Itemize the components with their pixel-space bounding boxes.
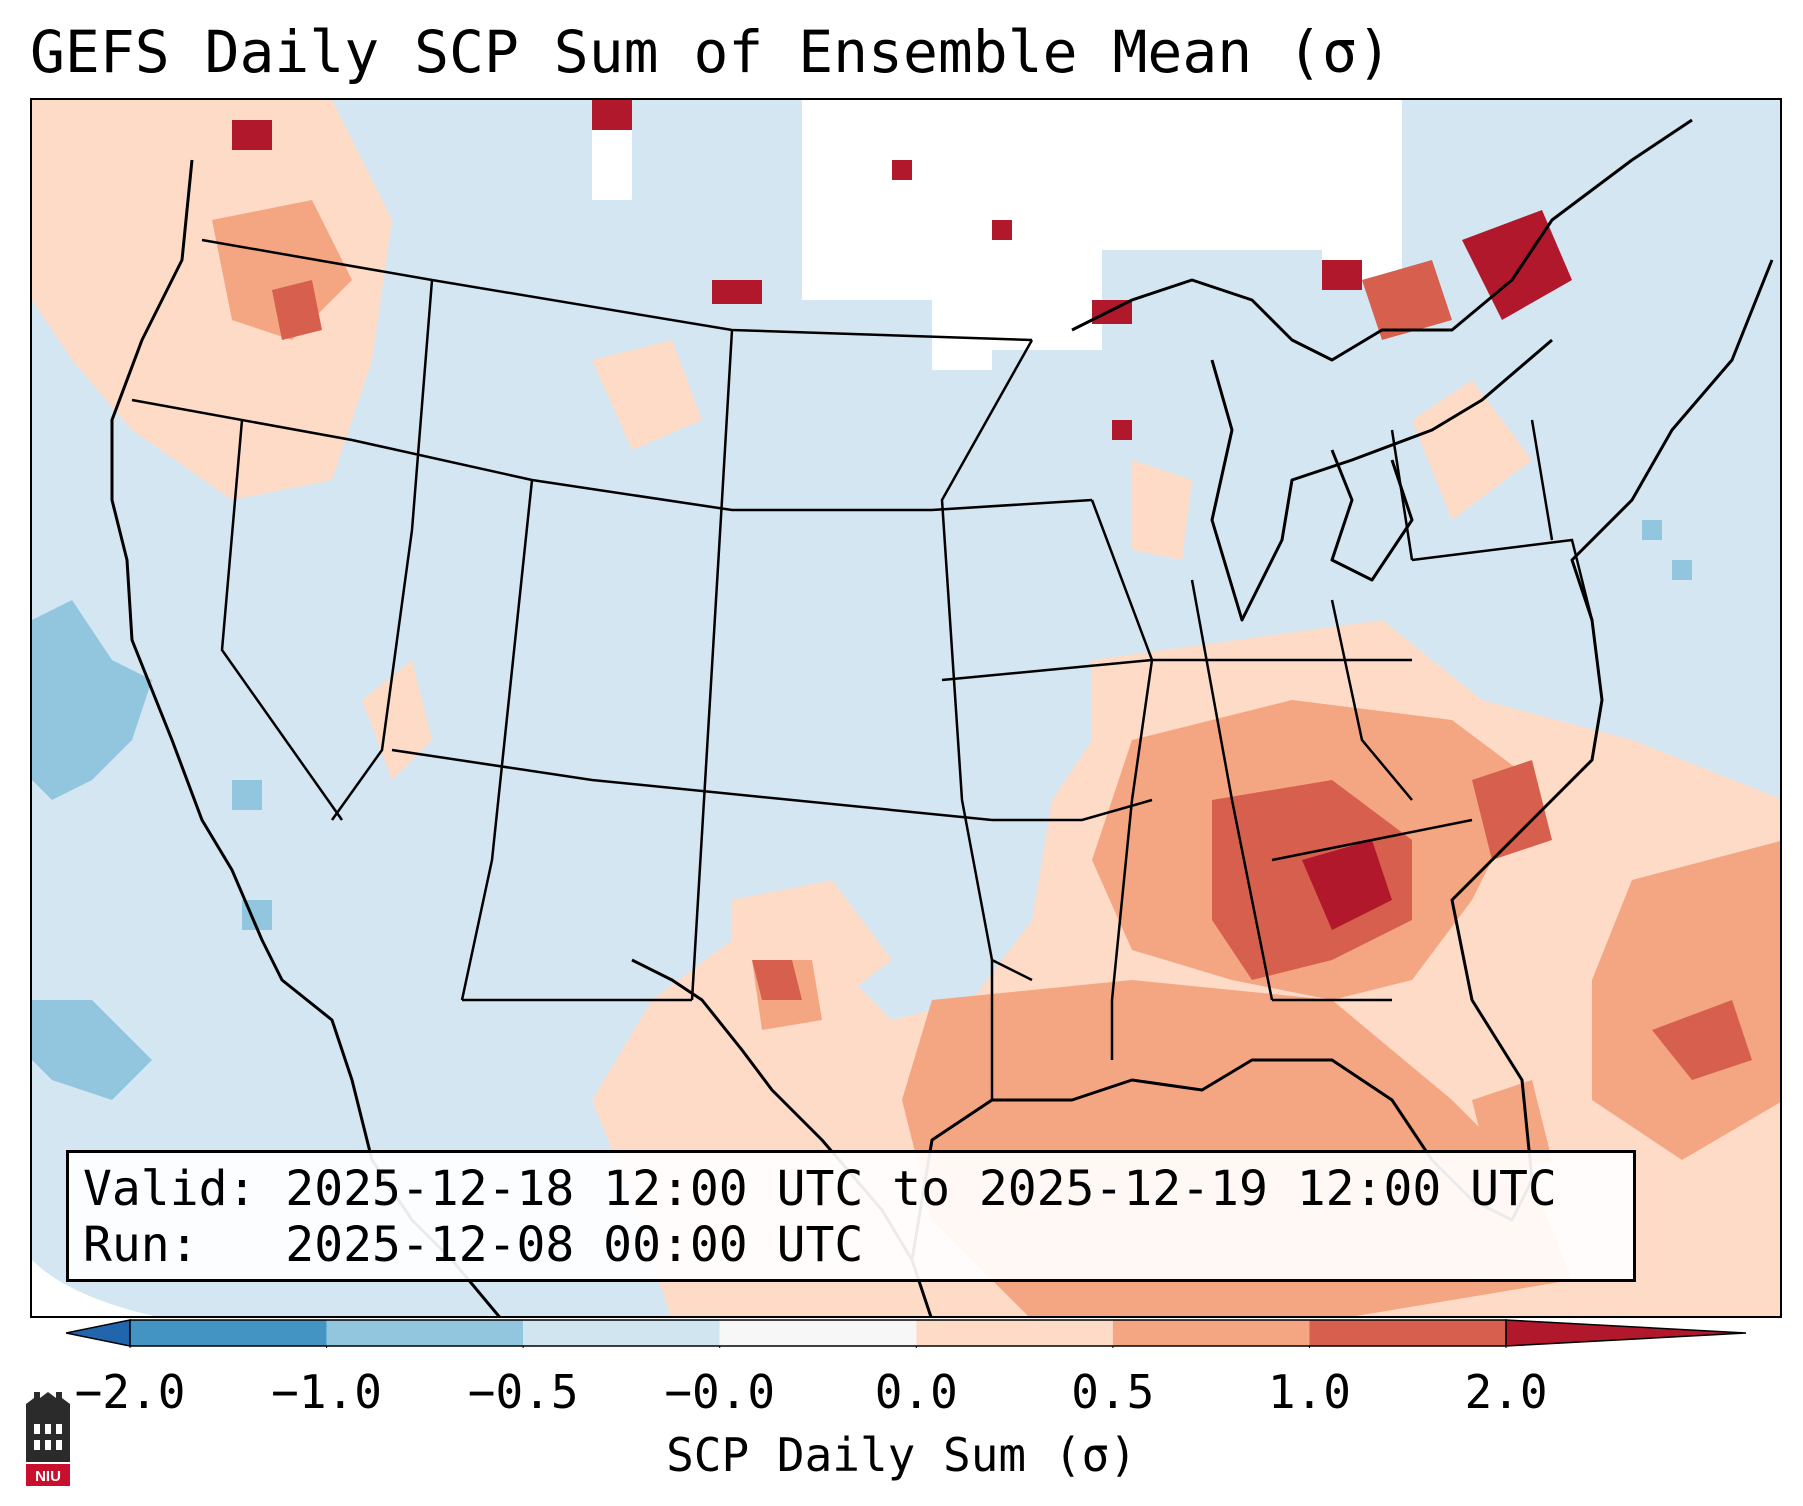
negative-anomaly-medium: [32, 520, 1692, 1100]
colorbar-segment: [916, 1320, 1113, 1346]
colorbar-segment: [326, 1320, 524, 1346]
colorbar-tick-label: −1.0: [271, 1365, 382, 1419]
colorbar-tick-label: 1.0: [1267, 1365, 1351, 1419]
colorbar-tick-label: 0.0: [874, 1365, 958, 1419]
colorbar: [66, 1319, 1746, 1348]
valid-label: Valid:: [83, 1161, 257, 1217]
niu-logo-icon: NIU: [26, 1392, 70, 1486]
colorbar-tick-label: −0.0: [664, 1365, 776, 1419]
colorbar-tick-label: −0.5: [467, 1365, 579, 1419]
colorbar-tick-label: 0.5: [1071, 1365, 1155, 1419]
logo-text: NIU: [35, 1468, 61, 1485]
colorbar-extend-low: [66, 1319, 131, 1347]
valid-time-range: 2025-12-18 12:00 UTC to 2025-12-19 12:00…: [285, 1161, 1557, 1217]
run-time: 2025-12-08 00:00 UTC: [285, 1217, 864, 1273]
colorbar-tick-label: −2.0: [74, 1365, 186, 1419]
colorbar-tick-label: 2.0: [1464, 1365, 1548, 1419]
colorbar-border: [129, 1319, 1507, 1347]
positive-anomaly-extreme: [232, 100, 1572, 930]
valid-run-info-box: Valid: 2025-12-18 12:00 UTC to 2025-12-1…: [66, 1150, 1636, 1282]
state-borders: [131, 238, 1594, 1100]
map-panel: [30, 98, 1782, 1318]
run-label: Run:: [83, 1217, 199, 1273]
scp-map: [32, 100, 1780, 1316]
colorbar-segment: [1112, 1320, 1310, 1346]
colorbar-segment: [719, 1320, 917, 1346]
colorbar-extend-high: [1505, 1319, 1746, 1347]
colorbar-segment: [1309, 1320, 1506, 1346]
colorbar-label: SCP Daily Sum (σ): [666, 1428, 1137, 1482]
colorbar-segment: [130, 1320, 327, 1346]
colorbar-segment: [523, 1320, 720, 1346]
chart-title: GEFS Daily SCP Sum of Ensemble Mean (σ): [30, 18, 1392, 86]
no-data-region: [32, 100, 1780, 1316]
